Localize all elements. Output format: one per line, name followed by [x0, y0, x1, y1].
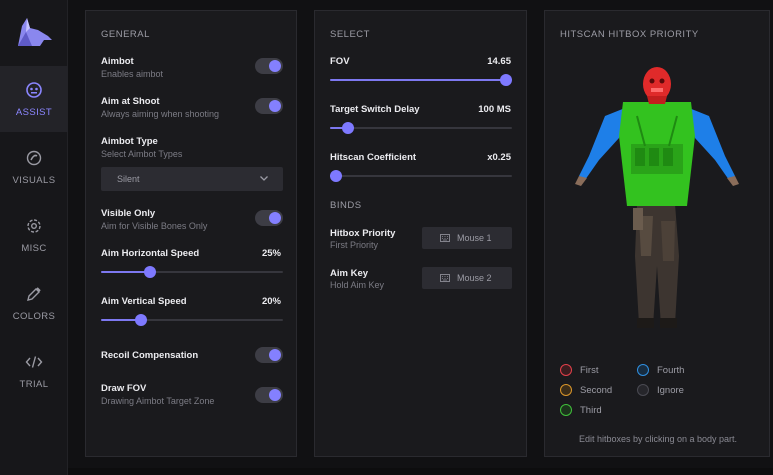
hitscan-panel-title: HITSCAN HITBOX PRIORITY [560, 29, 699, 40]
recoil-toggle[interactable] [255, 347, 283, 363]
fourth-dot-icon [637, 364, 649, 376]
switch-delay-slider[interactable] [330, 122, 512, 134]
aim-h-speed-value: 25% [261, 248, 281, 259]
legend-fourth[interactable]: Fourth [637, 364, 684, 376]
hitbox-head[interactable] [643, 67, 671, 104]
bottom-strip [68, 468, 773, 475]
sidebar-item-assist[interactable]: ASSIST [0, 66, 68, 132]
draw-fov-toggle[interactable] [255, 387, 283, 403]
legend-ignore[interactable]: Ignore [637, 384, 684, 396]
hitbox-left-arm[interactable] [575, 108, 625, 186]
aim-at-shoot-sublabel: Always aiming when shooting [101, 109, 220, 119]
aim-at-shoot-label: Aim at Shoot [101, 96, 160, 107]
aim-key-bind-button[interactable]: Mouse 2 [422, 267, 512, 289]
select-panel: SELECT FOV 14.65 Target Switch Delay 100… [314, 10, 527, 457]
sidebar-item-trial[interactable]: TRIAL [0, 338, 68, 404]
legend-third-label: Third [580, 404, 602, 416]
aim-v-speed-value: 20% [261, 296, 281, 307]
sidebar: ASSIST VISUALS MISC COLORS TRIAL [0, 0, 68, 475]
hitbox-torso[interactable] [619, 102, 695, 206]
binds-title: BINDS [330, 200, 362, 211]
keyboard-icon [440, 274, 450, 282]
eye-icon [26, 150, 42, 165]
aim-v-speed-slider[interactable] [101, 314, 283, 326]
sidebar-label-misc: MISC [21, 242, 47, 254]
fov-slider[interactable] [330, 74, 512, 86]
fov-value: 14.65 [487, 56, 511, 67]
robot-icon [26, 81, 42, 98]
hitscan-hint: Edit hitboxes by clicking on a body part… [578, 434, 738, 444]
sidebar-label-trial: TRIAL [19, 378, 49, 390]
sidebar-label-colors: COLORS [12, 310, 56, 322]
sidebar-item-misc[interactable]: MISC [0, 202, 68, 268]
gear-icon [27, 218, 41, 233]
aim-h-speed-slider[interactable] [101, 266, 283, 278]
hitscan-coef-slider[interactable] [330, 170, 512, 182]
aimbot-type-selected: Silent [117, 174, 140, 184]
hitbox-priority-key: Mouse 1 [457, 233, 492, 243]
aim-key-sublabel: Hold Aim Key [330, 280, 385, 290]
aimbot-label: Aimbot [101, 56, 134, 67]
aim-v-speed-label: Aim Vertical Speed [101, 296, 187, 307]
wolf-logo-icon [18, 18, 52, 46]
sidebar-label-assist: ASSIST [15, 106, 53, 118]
aim-key-label: Aim Key [330, 268, 369, 279]
sidebar-item-visuals[interactable]: VISUALS [0, 134, 68, 200]
aimbot-toggle[interactable] [255, 58, 283, 74]
select-panel-title: SELECT [330, 29, 370, 40]
sidebar-item-colors[interactable]: COLORS [0, 270, 68, 336]
aimbot-type-sublabel: Select Aimbot Types [101, 149, 183, 159]
aimbot-type-select[interactable]: Silent [101, 167, 283, 191]
switch-delay-value: 100 MS [478, 104, 511, 115]
legend-first[interactable]: First [560, 364, 598, 376]
legend-fourth-label: Fourth [657, 364, 685, 376]
legend-second-label: Second [580, 384, 613, 396]
second-dot-icon [560, 384, 572, 396]
hitbox-right-arm[interactable] [689, 108, 739, 186]
recoil-label: Recoil Compensation [101, 350, 199, 361]
ignore-dot-icon [637, 384, 649, 396]
aim-key-key: Mouse 2 [457, 273, 492, 283]
keyboard-icon [440, 234, 450, 242]
legend-first-label: First [580, 364, 599, 376]
third-dot-icon [560, 404, 572, 416]
first-dot-icon [560, 364, 572, 376]
hitbox-priority-sublabel: First Priority [330, 240, 378, 250]
draw-fov-sublabel: Drawing Aimbot Target Zone [101, 396, 215, 406]
aimbot-type-label: Aimbot Type [101, 136, 158, 147]
sidebar-label-visuals: VISUALS [12, 174, 56, 186]
legend-ignore-label: Ignore [657, 384, 684, 396]
aim-at-shoot-toggle[interactable] [255, 98, 283, 114]
switch-delay-label: Target Switch Delay [330, 104, 420, 115]
character-model [575, 67, 739, 328]
eyedropper-icon [27, 286, 41, 301]
hitscan-panel: HITSCAN HITBOX PRIORITY [544, 10, 770, 457]
legend-second[interactable]: Second [560, 384, 612, 396]
chevron-down-icon [260, 176, 268, 181]
visible-only-toggle[interactable] [255, 210, 283, 226]
fov-label: FOV [330, 56, 350, 67]
visible-only-sublabel: Aim for Visible Bones Only [101, 221, 208, 231]
aim-h-speed-label: Aim Horizontal Speed [101, 248, 200, 259]
general-panel-title: GENERAL [101, 29, 150, 40]
general-panel: GENERAL Aimbot Enables aimbot Aim at Sho… [85, 10, 297, 457]
code-icon [25, 355, 43, 368]
legend-third[interactable]: Third [560, 404, 602, 416]
hitbox-priority-label: Hitbox Priority [330, 228, 396, 239]
hitscan-coef-label: Hitscan Coefficient [330, 152, 417, 163]
visible-only-label: Visible Only [101, 208, 156, 219]
hitscan-coef-value: x0.25 [487, 152, 511, 163]
hitbox-priority-bind-button[interactable]: Mouse 1 [422, 227, 512, 249]
aimbot-sublabel: Enables aimbot [101, 69, 164, 79]
draw-fov-label: Draw FOV [101, 383, 147, 394]
